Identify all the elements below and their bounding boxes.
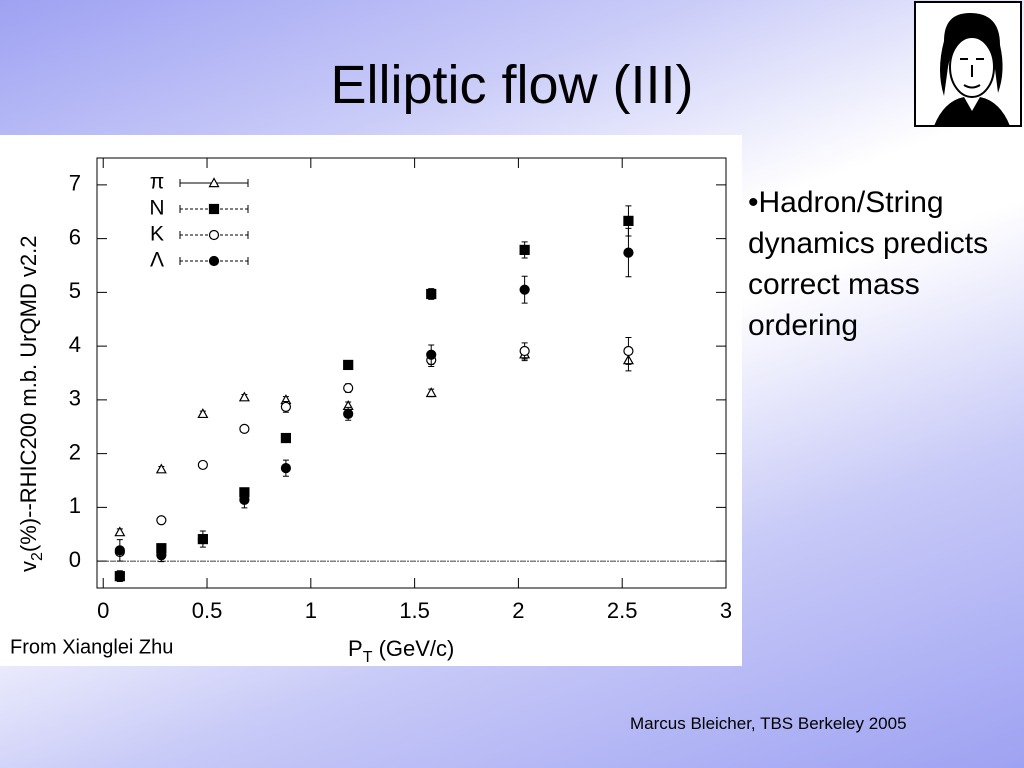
data-point — [156, 550, 167, 561]
legend-marker — [208, 177, 220, 188]
y-tick-label: 6 — [69, 224, 81, 249]
y-tick-label: 1 — [69, 493, 81, 518]
data-point — [519, 345, 530, 357]
x-tick-label: 0 — [97, 598, 109, 623]
data-point — [425, 387, 437, 398]
slide-title: Elliptic flow (III) — [330, 55, 694, 115]
y-tick-label: 2 — [69, 439, 81, 464]
legend-label: π — [150, 171, 165, 194]
data-point — [197, 408, 209, 419]
data-point — [114, 545, 125, 556]
y-tick-label: 3 — [69, 386, 81, 411]
data-point — [280, 401, 292, 412]
legend-cap — [179, 205, 249, 213]
data-point — [426, 349, 437, 360]
bullet-text: •Hadron/String dynamics predicts correct… — [748, 186, 989, 342]
data-point — [114, 526, 126, 537]
data-point — [280, 463, 292, 474]
data-point — [197, 459, 208, 471]
legend-marker — [208, 203, 220, 215]
data-point — [343, 359, 354, 371]
data-point — [426, 288, 437, 300]
data-point — [280, 432, 292, 444]
x-axis-label-part: T — [363, 649, 373, 666]
x-tick-label: 0.5 — [192, 598, 223, 623]
data-point — [156, 515, 167, 526]
legend-label: N — [149, 197, 164, 220]
x-tick-label: 1 — [305, 598, 317, 623]
data-point — [519, 284, 530, 295]
data-point — [343, 382, 354, 394]
legend-cap — [179, 231, 249, 239]
y-axis-label-part: (%)--RHIC200 m.b. UrQMD v2.2 — [16, 236, 41, 553]
y-tick-label: 7 — [69, 171, 81, 196]
data-point — [519, 244, 530, 256]
data-point — [239, 423, 250, 434]
data-point — [155, 463, 167, 474]
portrait — [914, 1, 1022, 127]
y-tick-label: 4 — [69, 332, 81, 357]
data-point — [114, 571, 125, 582]
legend-label: K — [150, 223, 164, 246]
legend-label: Λ — [150, 249, 164, 272]
data-point — [623, 247, 634, 258]
data-point — [239, 494, 250, 505]
data-point — [623, 345, 634, 357]
y-axis-label-part: v — [16, 561, 41, 572]
x-axis-label-part: (GeV/c) — [372, 636, 454, 661]
y-tick-label: 5 — [69, 278, 81, 303]
x-tick-label: 1.5 — [399, 598, 430, 623]
legend-cap — [179, 179, 249, 187]
data-point — [623, 215, 634, 226]
y-axis-label-part: 2 — [29, 552, 46, 561]
y-axis-label: v2(%)--RHIC200 m.b. UrQMD v2.2 — [16, 236, 46, 573]
legend-marker — [208, 229, 220, 241]
x-tick-label: 2 — [512, 598, 524, 623]
data-point — [238, 391, 250, 402]
chart-background — [0, 135, 742, 666]
x-axis-label-part: P — [348, 636, 363, 661]
legend-marker — [208, 255, 220, 267]
data-point — [197, 533, 208, 545]
credit: From Xianglei Zhu — [10, 636, 173, 658]
x-tick-label: 3 — [720, 598, 732, 623]
y-tick-label: 0 — [69, 547, 81, 572]
data-point — [343, 408, 354, 419]
legend-cap — [179, 257, 249, 265]
plot-frame — [96, 157, 727, 589]
x-tick-label: 2.5 — [607, 598, 638, 623]
x-axis-label: PT (GeV/c) — [348, 636, 454, 666]
footer: Marcus Bleicher, TBS Berkeley 2005 — [630, 714, 907, 733]
